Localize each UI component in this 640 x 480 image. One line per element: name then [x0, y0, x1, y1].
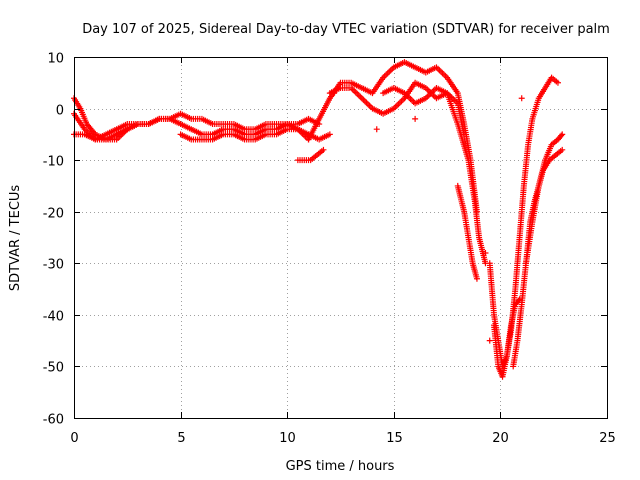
- data-point: [320, 146, 327, 153]
- data-point: [558, 132, 565, 139]
- x-tick-label: 5: [177, 431, 185, 446]
- axis-ticks: 0 5 10 15 20 25 -60 -50 -40 -30 -20 -10 0 10: [43, 52, 616, 447]
- x-tick-label: 15: [386, 431, 403, 446]
- data-points: [71, 59, 566, 380]
- y-tick-label: 10: [47, 52, 64, 67]
- x-tick-label: 25: [599, 431, 616, 446]
- x-axis-label: GPS time / hours: [286, 459, 395, 474]
- data-point: [473, 275, 480, 282]
- data-point: [559, 131, 566, 138]
- series-sat-g: [305, 59, 480, 215]
- data-point: [373, 126, 380, 133]
- series-sat-e: [177, 126, 333, 143]
- series-sat-f: [294, 146, 327, 164]
- data-point: [559, 146, 566, 153]
- data-point: [486, 337, 493, 344]
- data-point: [412, 115, 419, 122]
- plot-frame: [74, 57, 608, 419]
- series-sat-j: [454, 182, 480, 282]
- y-tick-label: -20: [43, 207, 64, 222]
- y-tick-label: 0: [56, 104, 64, 119]
- chart-title: Day 107 of 2025, Sidereal Day-to-day VTE…: [82, 22, 610, 37]
- x-tick-label: 10: [279, 431, 296, 446]
- data-point: [518, 95, 525, 102]
- series-sat-i: [380, 84, 489, 267]
- data-point: [326, 131, 333, 138]
- series-sat-o: [331, 90, 525, 344]
- series-sat-d: [113, 110, 323, 138]
- y-tick-label: -60: [43, 413, 64, 428]
- y-tick-label: -40: [43, 310, 64, 325]
- data-point: [331, 90, 338, 97]
- x-tick-label: 0: [70, 431, 78, 446]
- y-tick-label: -30: [43, 258, 64, 273]
- series-sat-h: [326, 79, 468, 138]
- x-tick-label: 20: [492, 431, 509, 446]
- series-sat-l: [491, 74, 561, 380]
- y-axis-label: SDTVAR / TECUs: [8, 185, 23, 292]
- y-tick-label: -10: [43, 155, 64, 170]
- data-point: [482, 249, 489, 256]
- data-point: [554, 79, 561, 86]
- y-tick-label: -50: [43, 361, 64, 376]
- series-sat-n: [522, 131, 566, 267]
